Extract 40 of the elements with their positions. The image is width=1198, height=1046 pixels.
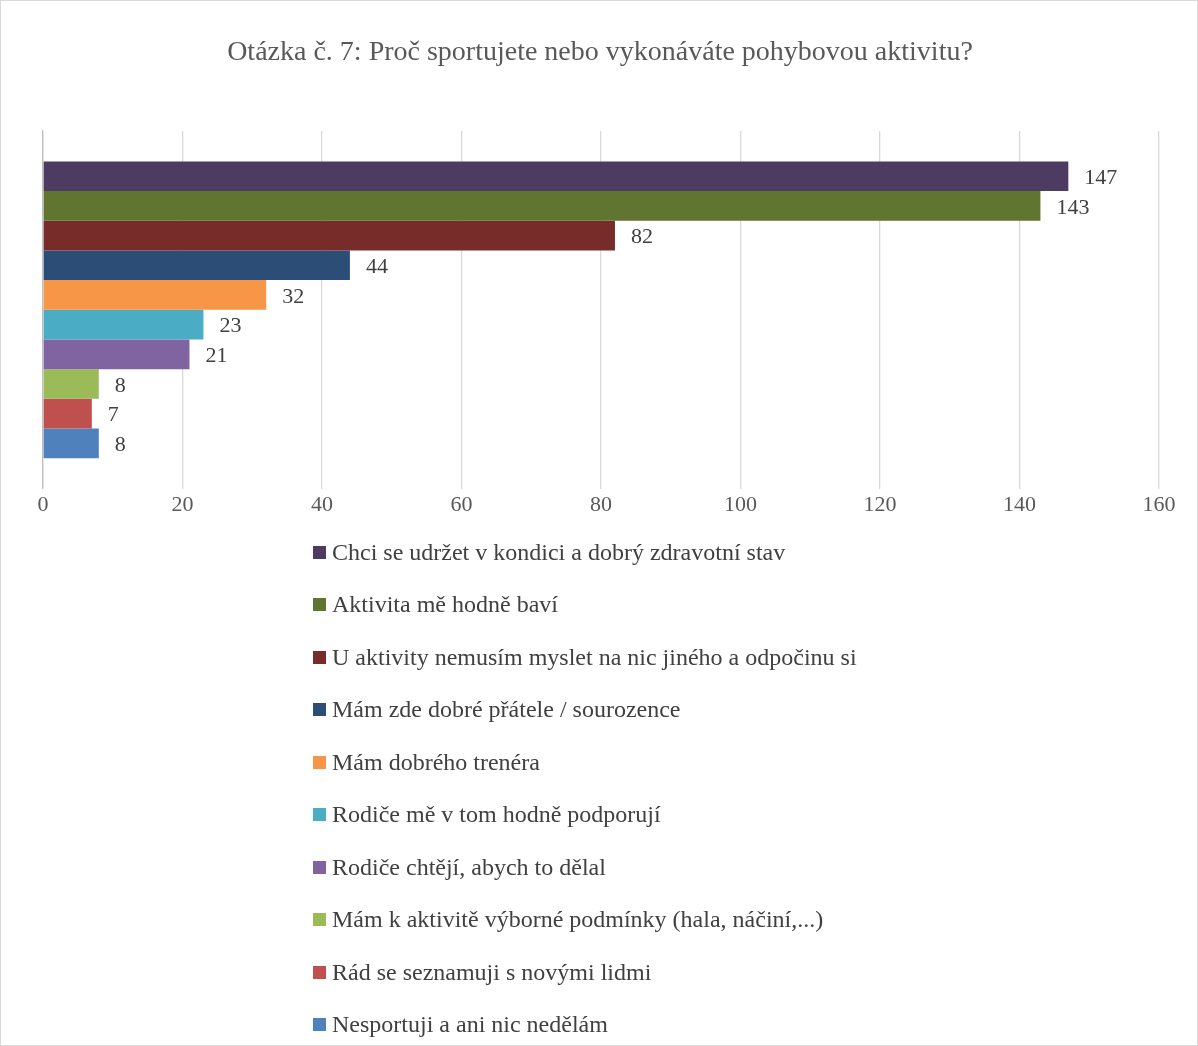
data-label: 8 xyxy=(114,371,126,397)
data-label: 8 xyxy=(114,431,126,457)
x-tick-label: 140 xyxy=(1003,490,1036,516)
x-tick-label: 80 xyxy=(590,490,612,516)
bar xyxy=(43,339,190,370)
x-tick-label: 100 xyxy=(724,490,757,516)
data-label: 23 xyxy=(219,312,242,338)
legend-label: Rodiče chtějí, abych to dělal xyxy=(332,853,606,881)
x-tick-label: 120 xyxy=(863,490,897,516)
bar xyxy=(43,280,267,310)
data-label: 32 xyxy=(282,282,305,308)
legend-label: U aktivity nemusím myslet na nic jiného a odpočinu si xyxy=(332,643,857,671)
legend-label: Rád se seznamuji s novými lidmi xyxy=(332,958,652,986)
legend-label: Mám dobrého trenéra xyxy=(332,748,540,776)
bar xyxy=(43,309,204,340)
x-tick-label: 160 xyxy=(1142,490,1176,516)
x-tick-label: 20 xyxy=(171,490,194,516)
chart-title: Otázka č. 7: Proč sportujete nebo vykonáváte pohybovou aktivitu? xyxy=(226,35,974,67)
bar xyxy=(43,250,350,281)
data-label: 7 xyxy=(107,401,119,427)
x-tick-label: 60 xyxy=(450,490,473,516)
legend-label: Chci se udržet v kondici a dobrý zdravotní stav xyxy=(332,538,786,566)
bar xyxy=(43,161,1069,192)
data-label: 44 xyxy=(365,253,388,279)
bar xyxy=(43,220,615,251)
legend-label: Mám zde dobré přátele / sourozence xyxy=(332,696,681,724)
data-label: 143 xyxy=(1056,193,1090,219)
bar xyxy=(43,428,99,459)
legend-label: Aktivita mě hodně baví xyxy=(332,591,558,619)
legend-label: Mám k aktivitě výborné podmínky (hala, náčiní,...) xyxy=(332,906,824,934)
data-label: 21 xyxy=(205,342,228,368)
legend-label: Rodiče mě v tom hodně podporují xyxy=(332,801,661,829)
legend-label: Nesportuji a ani nic nedělám xyxy=(332,1011,608,1039)
data-label: 82 xyxy=(630,223,653,249)
x-tick-label: 0 xyxy=(37,490,49,516)
bar xyxy=(43,191,1041,221)
x-tick-label: 40 xyxy=(311,490,333,516)
data-label: 147 xyxy=(1084,164,1118,190)
bar xyxy=(43,369,99,399)
bar xyxy=(43,398,92,429)
